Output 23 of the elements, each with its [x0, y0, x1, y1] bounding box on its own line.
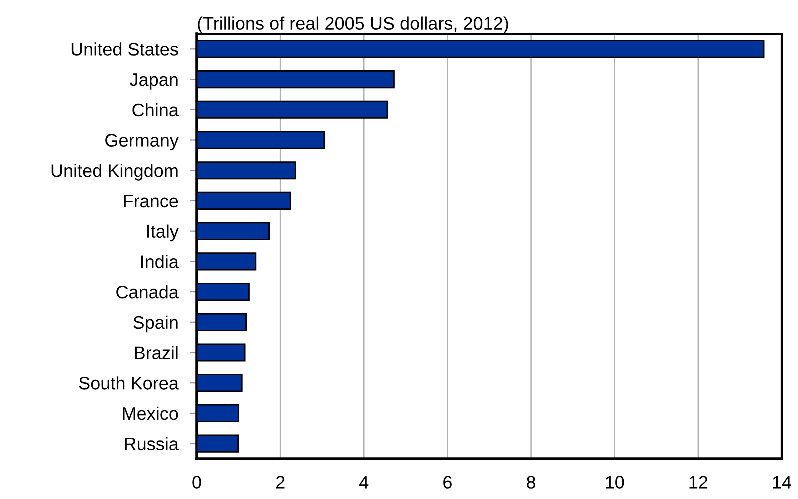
y-tick-label: Mexico — [123, 406, 178, 420]
x-tick-label: 0 — [192, 476, 202, 489]
x-tick-label: 14 — [773, 476, 792, 489]
y-tick-label: Russia — [125, 437, 179, 451]
y-tick-label: Brazil — [135, 346, 178, 360]
y-tick-label: Japan — [130, 74, 178, 90]
y-tick-label: United States — [72, 42, 178, 56]
x-tick-label: 12 — [690, 476, 708, 489]
y-tick-label: Spain — [134, 316, 178, 333]
x-tick-label: 10 — [606, 476, 624, 489]
x-tick-label: 2 — [276, 476, 285, 489]
x-tick-label: 8 — [527, 476, 536, 489]
chart-title: (Trillions of real 2005 US dollars, 2012) — [198, 16, 508, 34]
y-tick-label: India — [141, 255, 179, 268]
y-tick-label: Germany — [106, 134, 179, 151]
x-tick-label: 6 — [444, 476, 452, 489]
y-tick-label: China — [132, 103, 179, 117]
y-tick-label: United Kingdom — [52, 164, 178, 181]
x-tick-label: 4 — [360, 476, 369, 489]
y-tick-label: France — [124, 195, 178, 208]
y-tick-label: Canada — [116, 285, 179, 299]
y-tick-label: South Korea — [79, 376, 179, 390]
y-tick-label: Italy — [148, 224, 179, 242]
